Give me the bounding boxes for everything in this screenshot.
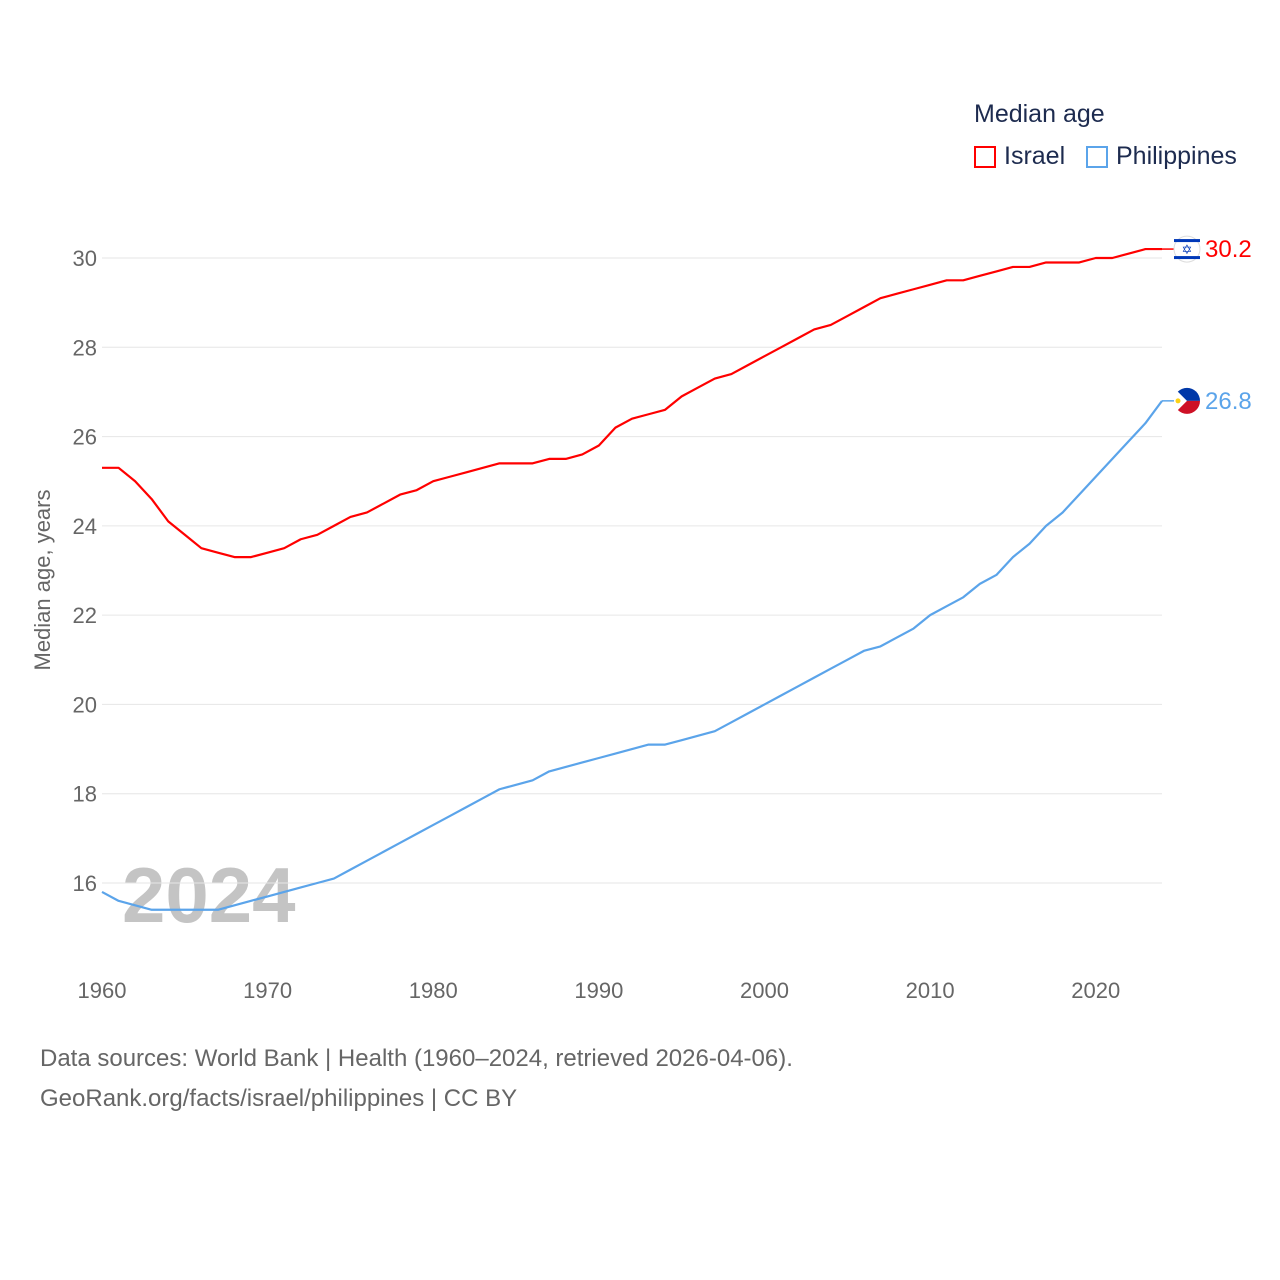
x-tick-label: 1970 <box>243 978 292 1003</box>
x-tick-label: 1960 <box>78 978 127 1003</box>
x-tick-label: 1990 <box>574 978 623 1003</box>
y-tick-label: 16 <box>73 871 97 896</box>
x-tick-label: 2010 <box>906 978 955 1003</box>
y-tick-label: 26 <box>73 425 97 450</box>
israel-flag-icon: ✡ <box>1173 235 1201 263</box>
y-axis-label: Median age, years <box>30 490 55 671</box>
legend-swatch <box>1086 145 1108 168</box>
series-line-philippines <box>101 400 1163 911</box>
y-tick-label: 24 <box>73 514 97 539</box>
x-tick-label: 1980 <box>409 978 458 1003</box>
y-tick-label: 28 <box>73 335 97 360</box>
philippines-flag-icon <box>1174 387 1200 414</box>
flag-sun <box>1175 398 1181 404</box>
series-line-israel <box>102 247 1162 559</box>
flag-stripe <box>1174 256 1200 260</box>
watermark-year: 2024 <box>122 851 296 939</box>
y-tick-label: 20 <box>73 692 97 717</box>
footer-source: Data sources: World Bank | Health (1960–… <box>40 1045 793 1072</box>
flag-bg <box>1173 235 1201 263</box>
y-tick-label: 30 <box>73 246 97 271</box>
legend-item-philippines[interactable]: Philippines <box>1086 142 1237 171</box>
y-tick-label: 18 <box>73 782 97 807</box>
x-tick-label: 2020 <box>1071 978 1120 1003</box>
x-tick-label: 2000 <box>740 978 789 1003</box>
flag-stripe <box>1174 239 1200 243</box>
legend-title: Median age <box>974 100 1105 128</box>
end-value-label: 26.8 <box>1205 388 1252 415</box>
end-value-label: 30.2 <box>1205 236 1252 263</box>
y-tick-label: 22 <box>73 603 97 628</box>
legend-item-israel[interactable]: Israel <box>974 142 1065 171</box>
star-of-david: ✡ <box>1182 242 1193 257</box>
legend-swatch <box>974 145 996 168</box>
footer-link[interactable]: GeoRank.org/facts/israel/philippines | C… <box>40 1085 518 1112</box>
legend-label: Israel <box>1004 142 1066 170</box>
legend-label: Philippines <box>1116 142 1237 170</box>
